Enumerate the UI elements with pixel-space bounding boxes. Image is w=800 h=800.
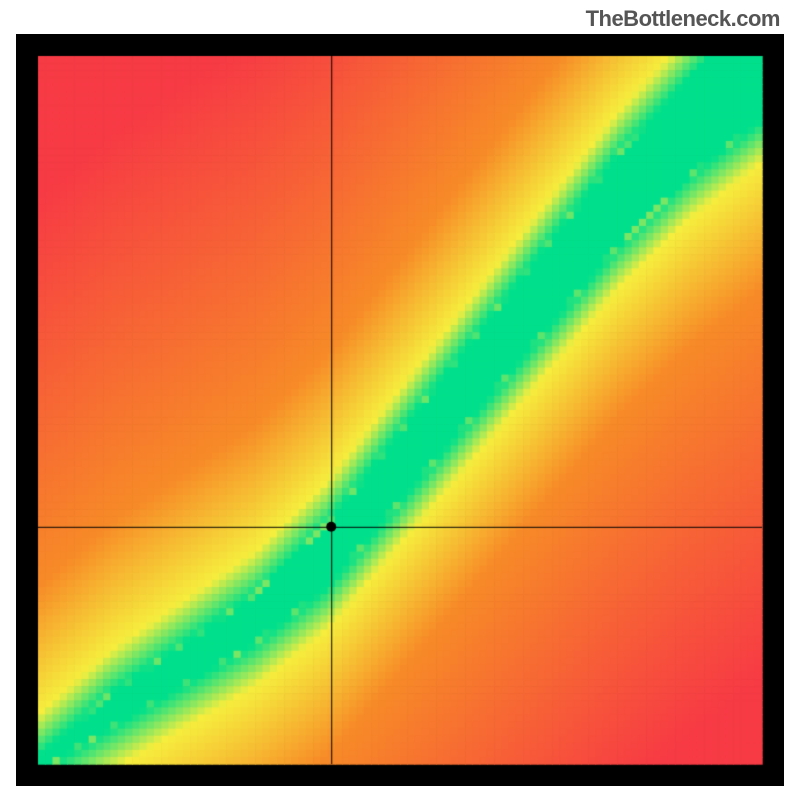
bottleneck-heatmap: [16, 34, 784, 786]
watermark-text: TheBottleneck.com: [586, 6, 780, 32]
chart-root: { "watermark": { "text": "TheBottleneck.…: [0, 0, 800, 800]
